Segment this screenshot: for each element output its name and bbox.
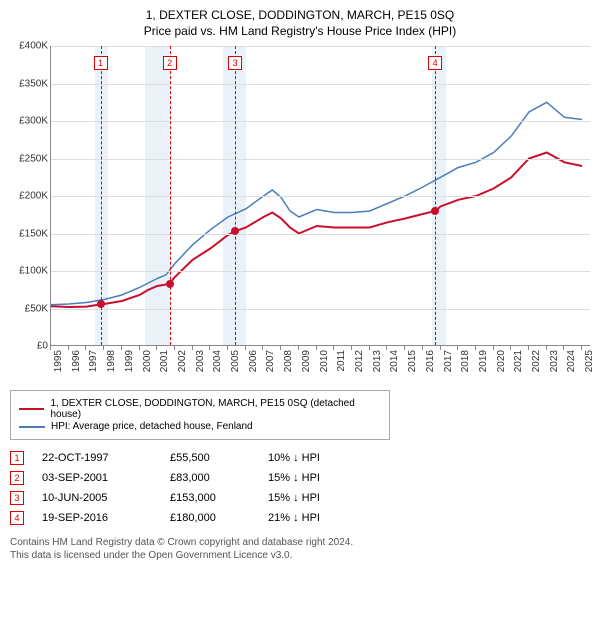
x-axis-label: 2005	[230, 350, 241, 372]
x-axis: 1995 1996 1997 1998 1999 2000 2001 2002 2003 2004…	[50, 346, 590, 386]
x-axis-label: 2009	[301, 350, 312, 372]
x-axis-label: 2014	[389, 350, 400, 372]
sale-badge: 2	[10, 471, 24, 485]
x-axis-label: 2002	[177, 350, 188, 372]
x-axis-label: 2022	[531, 350, 542, 372]
sale-badge: 4	[10, 511, 24, 525]
sale-date: 19-SEP-2016	[42, 512, 152, 524]
y-axis-label: £200K	[19, 191, 48, 202]
y-axis-label: £400K	[19, 41, 48, 52]
sale-date: 22-OCT-1997	[42, 452, 152, 464]
sale-badge: 3	[10, 491, 24, 505]
y-axis-label: £0	[37, 341, 48, 352]
x-axis-label: 2006	[248, 350, 259, 372]
sale-row: 2 03-SEP-2001 £83,000 15% ↓ HPI	[10, 468, 590, 488]
plot-area: 1 2 3 4	[50, 46, 590, 346]
sale-row: 1 22-OCT-1997 £55,500 10% ↓ HPI	[10, 448, 590, 468]
legend-swatch	[19, 426, 45, 428]
x-axis-label: 2013	[372, 350, 383, 372]
series-line	[51, 153, 582, 308]
y-axis-label: £50K	[25, 303, 48, 314]
sale-price: £55,500	[170, 452, 250, 464]
legend-label: HPI: Average price, detached house, Fenl…	[51, 421, 253, 432]
sale-marker-dot	[431, 207, 439, 215]
x-axis-label: 2021	[513, 350, 524, 372]
x-axis-label: 2023	[549, 350, 560, 372]
sale-marker-dot	[97, 300, 105, 308]
sale-marker-line	[435, 46, 436, 345]
x-axis-label: 2016	[425, 350, 436, 372]
sale-marker-badge: 3	[228, 56, 242, 70]
x-axis-label: 2024	[566, 350, 577, 372]
x-axis-label: 2015	[407, 350, 418, 372]
sale-marker-dot	[166, 280, 174, 288]
sales-table: 1 22-OCT-1997 £55,500 10% ↓ HPI 2 03-SEP-2001…	[10, 448, 590, 528]
sale-row: 4 19-SEP-2016 £180,000 21% ↓ HPI	[10, 508, 590, 528]
x-axis-label: 2000	[142, 350, 153, 372]
chart-area: £0£50K£100K£150K£200K£250K£300K£350K£400…	[10, 46, 590, 386]
chart-subtitle: Price paid vs. HM Land Registry's House …	[10, 24, 590, 38]
x-axis-label: 2018	[460, 350, 471, 372]
x-axis-label: 2011	[336, 350, 347, 372]
legend-item: 1, DEXTER CLOSE, DODDINGTON, MARCH, PE15…	[19, 398, 381, 420]
sale-marker-badge: 4	[428, 56, 442, 70]
sale-marker-dot	[231, 227, 239, 235]
sale-price: £153,000	[170, 492, 250, 504]
sale-row: 3 10-JUN-2005 £153,000 15% ↓ HPI	[10, 488, 590, 508]
x-axis-label: 1996	[71, 350, 82, 372]
chart-title: 1, DEXTER CLOSE, DODDINGTON, MARCH, PE15…	[10, 8, 590, 22]
sale-marker-badge: 2	[163, 56, 177, 70]
x-axis-label: 2025	[584, 350, 595, 372]
series-line	[51, 102, 582, 304]
legend-box: 1, DEXTER CLOSE, DODDINGTON, MARCH, PE15…	[10, 390, 390, 440]
sale-pct: 10% ↓ HPI	[268, 452, 320, 464]
x-axis-label: 2004	[212, 350, 223, 372]
x-axis-label: 2007	[265, 350, 276, 372]
sale-marker-line	[170, 46, 171, 345]
y-axis-label: £350K	[19, 78, 48, 89]
x-axis-label: 1997	[88, 350, 99, 372]
y-axis-label: £100K	[19, 266, 48, 277]
x-axis-label: 2001	[159, 350, 170, 372]
footer-text: Contains HM Land Registry data © Crown c…	[10, 536, 590, 562]
sale-marker-line	[235, 46, 236, 345]
x-axis-label: 2012	[354, 350, 365, 372]
x-axis-label: 2017	[443, 350, 454, 372]
y-axis-label: £150K	[19, 228, 48, 239]
x-axis-label: 1995	[53, 350, 64, 372]
y-axis-label: £250K	[19, 153, 48, 164]
legend-item: HPI: Average price, detached house, Fenl…	[19, 421, 381, 432]
x-axis-label: 2008	[283, 350, 294, 372]
sale-pct: 15% ↓ HPI	[268, 492, 320, 504]
sale-marker-badge: 1	[94, 56, 108, 70]
legend-label: 1, DEXTER CLOSE, DODDINGTON, MARCH, PE15…	[50, 398, 381, 420]
x-axis-label: 2020	[496, 350, 507, 372]
x-axis-label: 1999	[124, 350, 135, 372]
sale-price: £180,000	[170, 512, 250, 524]
footer-line1: Contains HM Land Registry data © Crown c…	[10, 536, 590, 549]
footer-line2: This data is licensed under the Open Gov…	[10, 549, 590, 562]
x-axis-label: 1998	[106, 350, 117, 372]
y-axis-label: £300K	[19, 116, 48, 127]
x-axis-label: 2010	[319, 350, 330, 372]
sale-date: 10-JUN-2005	[42, 492, 152, 504]
x-axis-label: 2003	[195, 350, 206, 372]
legend-swatch	[19, 408, 44, 410]
sale-badge: 1	[10, 451, 24, 465]
sale-pct: 15% ↓ HPI	[268, 472, 320, 484]
sale-date: 03-SEP-2001	[42, 472, 152, 484]
sale-price: £83,000	[170, 472, 250, 484]
sale-pct: 21% ↓ HPI	[268, 512, 320, 524]
y-axis: £0£50K£100K£150K£200K£250K£300K£350K£400…	[10, 46, 50, 346]
x-axis-label: 2019	[478, 350, 489, 372]
